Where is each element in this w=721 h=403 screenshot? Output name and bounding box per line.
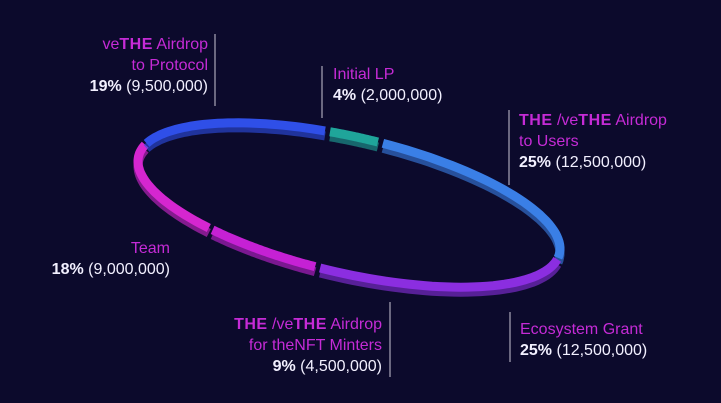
divider — [321, 66, 323, 118]
divider — [214, 34, 216, 106]
label-ecosystem: Ecosystem Grant 25% (12,500,000) — [520, 321, 648, 359]
label-initial-lp: Initial LP 4% (2,000,000) — [333, 66, 443, 104]
ring-segment-4 — [133, 141, 211, 233]
ring-segment-3 — [210, 225, 317, 272]
ring-segment-side — [143, 123, 326, 152]
ring-segment-1 — [381, 138, 565, 260]
ring-segment-2 — [319, 256, 562, 292]
divider — [508, 110, 510, 185]
label-protocol: veTHE Airdrop to Protocol 19% (9,500,000… — [89, 36, 208, 95]
divider — [389, 302, 391, 377]
ring-segment-0 — [329, 127, 379, 147]
label-users: THE /veTHE Airdrop to Users 25% (12,500,… — [519, 112, 667, 171]
ring-segment-5 — [143, 118, 326, 147]
label-nft-minters: THE /veTHE Airdrop for theNFT Minters 9%… — [234, 316, 382, 375]
divider — [509, 312, 511, 362]
ring-segment-side — [329, 132, 379, 152]
ring-segment-side — [210, 230, 317, 277]
label-team: Team 18% (9,000,000) — [51, 240, 170, 278]
